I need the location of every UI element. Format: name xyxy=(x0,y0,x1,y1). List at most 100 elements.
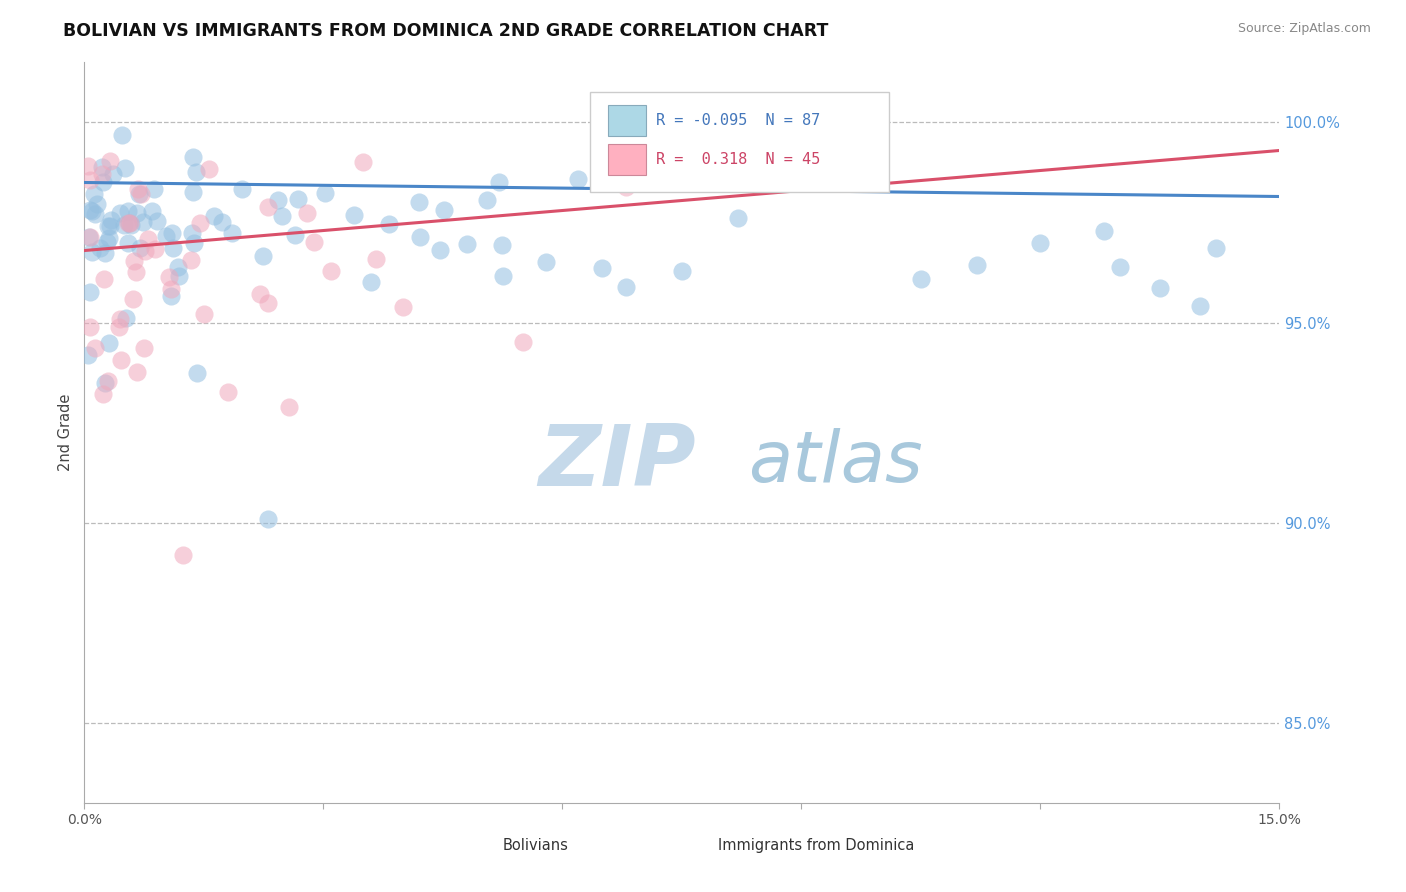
Point xyxy=(155,229,177,244)
Point xyxy=(378,217,401,231)
Point xyxy=(314,186,336,201)
Point xyxy=(408,194,430,209)
Point xyxy=(966,258,988,272)
Point xyxy=(121,292,143,306)
Point xyxy=(491,238,513,252)
Point xyxy=(89,241,111,255)
Point xyxy=(614,279,637,293)
Point xyxy=(456,236,478,251)
Point xyxy=(82,244,104,259)
Point xyxy=(287,192,309,206)
Point xyxy=(217,384,239,399)
Point xyxy=(90,167,112,181)
Point xyxy=(181,150,204,164)
FancyBboxPatch shape xyxy=(591,92,889,192)
Point xyxy=(392,301,415,315)
Point xyxy=(198,162,221,177)
Text: atlas: atlas xyxy=(748,428,922,497)
Point xyxy=(127,182,149,196)
Point xyxy=(167,268,190,283)
Point xyxy=(96,235,118,249)
Point xyxy=(297,206,319,220)
Point xyxy=(79,320,101,334)
Point xyxy=(100,219,122,233)
Point xyxy=(108,206,131,220)
Point xyxy=(183,185,205,199)
Point xyxy=(183,235,205,250)
FancyBboxPatch shape xyxy=(465,833,495,857)
Point xyxy=(77,159,100,173)
Point xyxy=(160,226,183,240)
Point xyxy=(127,206,149,220)
Point xyxy=(186,367,208,381)
Point xyxy=(101,167,124,181)
Point xyxy=(142,182,165,196)
Text: Immigrants from Dominica: Immigrants from Dominica xyxy=(718,838,914,853)
Point xyxy=(188,216,211,230)
Text: BOLIVIAN VS IMMIGRANTS FROM DOMINICA 2ND GRADE CORRELATION CHART: BOLIVIAN VS IMMIGRANTS FROM DOMINICA 2ND… xyxy=(63,22,828,40)
Point xyxy=(112,218,135,232)
Point xyxy=(127,365,149,379)
Point xyxy=(83,187,105,202)
Point xyxy=(110,352,132,367)
Point xyxy=(134,244,156,258)
Point xyxy=(342,208,364,222)
Point xyxy=(91,175,114,189)
Point xyxy=(77,229,100,244)
Point xyxy=(257,512,280,526)
Point xyxy=(408,229,430,244)
Point xyxy=(97,336,120,351)
Point xyxy=(136,232,159,246)
Point xyxy=(727,211,749,225)
Point xyxy=(118,217,141,231)
Point xyxy=(108,320,131,334)
Point xyxy=(429,243,451,257)
Point xyxy=(84,342,107,356)
Point xyxy=(108,311,131,326)
Point xyxy=(117,216,139,230)
Point xyxy=(256,200,278,214)
Point xyxy=(180,226,202,240)
Point xyxy=(97,374,120,388)
Point xyxy=(231,182,253,196)
Point xyxy=(129,187,152,202)
Point xyxy=(221,226,243,240)
Point xyxy=(117,235,139,250)
Point xyxy=(93,376,115,390)
Point xyxy=(830,155,852,169)
Point xyxy=(512,335,534,350)
Point xyxy=(1109,260,1132,274)
Point xyxy=(488,175,510,189)
Point xyxy=(97,219,120,233)
Point xyxy=(567,172,589,186)
Point xyxy=(1149,281,1171,295)
Point xyxy=(302,235,325,249)
FancyBboxPatch shape xyxy=(607,144,647,175)
Point xyxy=(160,282,183,296)
Point xyxy=(162,241,184,255)
Point xyxy=(114,310,136,325)
Point xyxy=(146,214,169,228)
Point xyxy=(79,230,101,244)
Point xyxy=(321,263,343,277)
Point xyxy=(86,197,108,211)
Point xyxy=(120,216,142,230)
Point xyxy=(141,204,163,219)
Point xyxy=(671,263,693,277)
FancyBboxPatch shape xyxy=(607,104,647,136)
Point xyxy=(352,154,374,169)
Text: R =  0.318  N = 45: R = 0.318 N = 45 xyxy=(655,152,820,167)
Point xyxy=(492,269,515,284)
Point xyxy=(1092,224,1115,238)
Point xyxy=(120,218,142,232)
Point xyxy=(267,194,290,208)
Point xyxy=(79,285,101,299)
Text: R = -0.095  N = 87: R = -0.095 N = 87 xyxy=(655,112,820,128)
Point xyxy=(257,296,280,310)
Point xyxy=(366,252,388,267)
Point xyxy=(180,252,202,267)
Point xyxy=(79,202,101,217)
Point xyxy=(132,215,155,229)
Point xyxy=(211,215,233,229)
Y-axis label: 2nd Grade: 2nd Grade xyxy=(58,394,73,471)
